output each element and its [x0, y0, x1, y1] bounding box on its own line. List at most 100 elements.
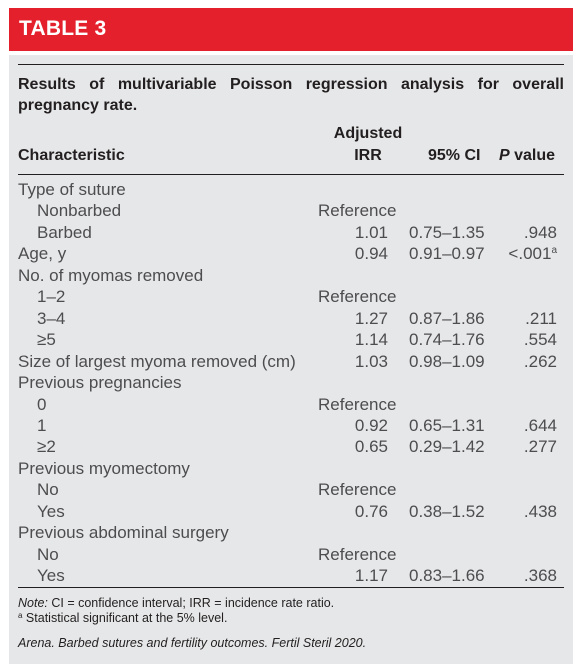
table-row: ≥2 0.65 0.29–1.42 .277: [18, 436, 564, 457]
row-characteristic: Nonbarbed: [37, 201, 122, 221]
bottom-rule: [18, 587, 564, 588]
row-characteristic: No: [37, 544, 59, 564]
row-ci: 0.74–1.76: [409, 330, 485, 350]
source-citation: Arena. Barbed sutures and fertility outc…: [18, 636, 367, 650]
row-ci: 0.98–1.09: [409, 351, 485, 371]
table-panel: Results of multivariable Poisson regress…: [9, 55, 573, 664]
row-characteristic: Type of suture: [18, 180, 126, 199]
row-p-value: .262: [478, 351, 557, 372]
row-p-value: .211: [478, 308, 557, 329]
row-ci: 0.75–1.35: [409, 222, 485, 242]
p-value-text: .644: [523, 415, 557, 435]
row-p-value: .554: [478, 329, 557, 350]
table-row: 3–4 1.27 0.87–1.86 .211: [18, 308, 564, 329]
note-label: Note:: [18, 596, 48, 610]
row-ci: 0.29–1.42: [409, 437, 485, 457]
table-row: Previous myomectomy: [18, 458, 564, 479]
column-header-irr-line1: Adjusted: [333, 125, 403, 142]
table-row: ≥5 1.14 0.74–1.76 .554: [18, 329, 564, 350]
row-p-value: .438: [478, 501, 557, 522]
p-value-text: .211: [525, 308, 557, 328]
table-title: TABLE 3: [19, 17, 107, 40]
row-characteristic: 1–2: [37, 287, 66, 307]
table-row: Previous abdominal surgery: [18, 522, 564, 543]
row-irr: Reference: [318, 394, 397, 414]
row-irr: 1.17: [354, 566, 388, 586]
p-value-text: .438: [523, 501, 557, 521]
row-characteristic: Barbed: [37, 222, 92, 242]
row-irr: Reference: [318, 287, 397, 307]
row-irr: 1.01: [354, 222, 388, 242]
row-characteristic: Size of largest myoma removed (cm): [18, 351, 296, 371]
column-header-characteristic: Characteristic: [18, 147, 125, 164]
table-row: No. of myomas removed: [18, 265, 564, 286]
p-italic: P: [499, 147, 510, 164]
row-characteristic: Previous pregnancies: [18, 373, 182, 393]
row-characteristic: ≥2: [37, 437, 56, 457]
row-ci: 0.65–1.31: [409, 415, 485, 435]
row-irr: 0.65: [354, 437, 388, 457]
row-irr: 0.94: [354, 244, 388, 264]
row-irr: 1.03: [354, 351, 388, 371]
table-row: Size of largest myoma removed (cm) 1.03 0.…: [18, 351, 564, 372]
column-header-ci: 95% CI: [428, 147, 481, 164]
p-value-text: <.001: [508, 244, 552, 264]
table-row: Barbed 1.01 0.75–1.35 .948: [18, 222, 564, 243]
row-characteristic: No. of myomas removed: [18, 265, 204, 285]
column-header-irr-line2: IRR: [354, 147, 382, 164]
p-value-footnote-mark: a: [551, 245, 557, 257]
table-row: 1 0.92 0.65–1.31 .644: [18, 415, 564, 436]
row-p-value: <.001a: [478, 243, 557, 264]
table-body: Results of multivariable Poisson regress…: [18, 55, 564, 664]
row-p-value: .277: [478, 436, 557, 457]
row-characteristic: Previous myomectomy: [18, 458, 190, 478]
p-value-text: .262: [523, 351, 557, 371]
row-p-value: .948: [478, 222, 557, 243]
row-characteristic: No: [37, 480, 59, 500]
note-text: CI = confidence interval; IRR = incidenc…: [47, 596, 335, 610]
row-characteristic: Age, y: [18, 244, 67, 264]
row-irr: Reference: [318, 201, 397, 221]
header-rule: [18, 174, 564, 175]
row-irr: 0.92: [354, 415, 388, 435]
row-ci: 0.38–1.52: [409, 501, 485, 521]
table-caption: Results of multivariable Poisson regress…: [18, 76, 564, 114]
row-irr: Reference: [318, 480, 397, 500]
table-note: Note: CI = confidence interval; IRR = in…: [18, 596, 334, 611]
row-characteristic: ≥5: [37, 330, 56, 350]
table-header-bar: TABLE 3: [9, 8, 573, 51]
row-characteristic: Previous abdominal surgery: [18, 523, 229, 543]
row-characteristic: 0: [37, 394, 47, 414]
table-footnote: a Statistical significant at the 5% leve…: [18, 611, 227, 626]
table-row: No Reference: [18, 479, 564, 500]
footnote-text: Statistical significant at the 5% level.: [22, 611, 228, 625]
footnote-mark: a: [18, 611, 23, 620]
row-ci: 0.91–0.97: [409, 244, 485, 264]
table-row: 0 Reference: [18, 394, 564, 415]
table-row: Previous pregnancies: [18, 372, 564, 393]
row-irr: Reference: [318, 544, 397, 564]
row-irr: 0.76: [354, 501, 388, 521]
table-row: Nonbarbed Reference: [18, 200, 564, 221]
table-row: 1–2 Reference: [18, 286, 564, 307]
table-row: Yes 0.76 0.38–1.52 .438: [18, 501, 564, 522]
p-value-text: .948: [523, 222, 557, 242]
row-irr: 1.14: [354, 330, 388, 350]
row-p-value: .644: [478, 415, 557, 436]
p-value-text: .277: [523, 437, 557, 457]
p-rest: value: [509, 147, 556, 164]
column-header-p-value: P value: [499, 145, 555, 166]
row-characteristic: Yes: [37, 566, 65, 586]
row-p-value: .368: [478, 565, 557, 586]
p-value-text: .554: [523, 330, 557, 350]
row-characteristic: 3–4: [37, 308, 66, 328]
row-characteristic: 1: [37, 415, 47, 435]
top-rule: [18, 64, 564, 65]
table-row: Age, y 0.94 0.91–0.97 <.001a: [18, 243, 564, 264]
row-irr: 1.27: [354, 308, 388, 328]
table-row: Yes 1.17 0.83–1.66 .368: [18, 565, 564, 586]
row-ci: 0.87–1.86: [409, 308, 485, 328]
row-ci: 0.83–1.66: [409, 566, 485, 586]
table-row: Type of suture: [18, 179, 564, 200]
p-value-text: .368: [523, 566, 557, 586]
